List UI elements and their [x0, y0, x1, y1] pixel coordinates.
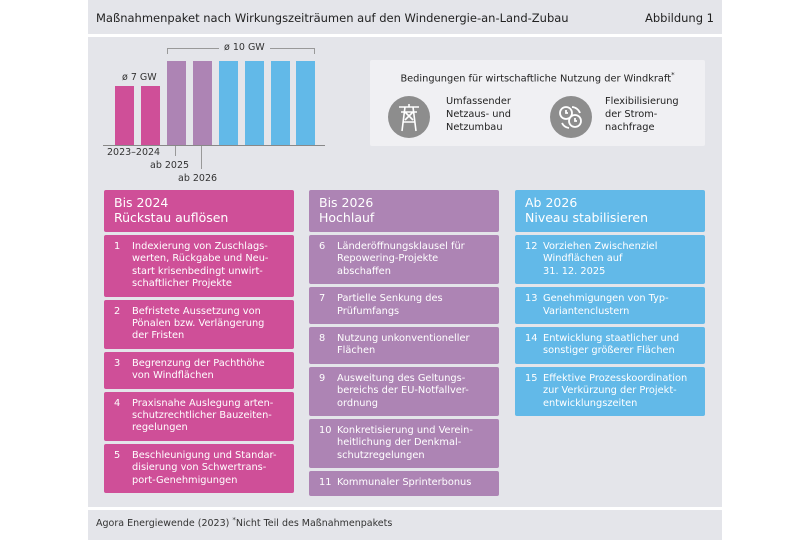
measure-item: 15 Effektive Prozesskoordination zur Verk…	[515, 366, 705, 417]
bar	[219, 61, 238, 145]
measure-number: 6	[319, 241, 326, 252]
divider	[88, 34, 722, 37]
measure-text: Effektive Prozesskoordination zur Verkür…	[543, 372, 688, 409]
measure-text: Genehmigungen von Typ- Variantenclustern	[543, 293, 669, 317]
measure-text: Begrenzung der Pachthöhe von Windflächen	[132, 357, 265, 382]
bar	[245, 61, 264, 145]
conditions-title: Bedingungen für wirtschaftliche Nutzung …	[400, 73, 672, 85]
bar-label-high: ø 10 GW	[219, 42, 270, 53]
measure-text: Entwicklung staatlicher und sonstiger gr…	[543, 333, 680, 357]
measure-item: 3 Begrenzung der Pachthöhe von Windfläche…	[104, 351, 294, 389]
clocks-cycle-icon	[550, 96, 592, 138]
axis-baseline	[103, 145, 325, 146]
column-title: Bis 2024	[114, 195, 169, 210]
measure-item: 5 Beschleunigung und Standar- disierung v…	[104, 443, 294, 494]
column-subtitle: Hochlauf	[319, 210, 375, 225]
bar	[141, 86, 160, 145]
bar	[193, 61, 212, 145]
measure-number: 4	[114, 397, 121, 409]
column-purple: Bis 2026 Hochlauf 6 Länderöffnungsklausel f…	[309, 190, 499, 496]
measure-item: 13 Genehmigungen von Typ- Variantencluste…	[515, 287, 705, 325]
power-pylon-icon	[388, 96, 430, 138]
measure-text: Ausweitung des Geltungs- bereichs der EU…	[337, 372, 469, 409]
measure-item: 12 Vorziehen Zwischenziel Windflächen auf…	[515, 235, 705, 285]
measure-number: 12	[525, 241, 538, 252]
measure-number: 14	[525, 333, 538, 345]
measure-number: 11	[319, 477, 332, 489]
bar	[271, 61, 290, 145]
column-blue: Ab 2026 Niveau stabilisieren 12 Vorziehen Z…	[515, 190, 705, 417]
measure-item: 6 Länderöffnungsklausel für Repowering-Pr…	[309, 235, 499, 285]
measure-number: 10	[319, 425, 332, 437]
footnote-mark: *	[232, 516, 236, 524]
bar-label-low: ø 7 GW	[122, 72, 157, 83]
column-header: Bis 2024 Rückstau auflösen	[104, 190, 294, 232]
measure-number: 7	[319, 293, 326, 305]
measure-number: 15	[525, 372, 538, 384]
column-header: Ab 2026 Niveau stabilisieren	[515, 190, 705, 232]
divider	[88, 507, 722, 510]
column-subtitle: Rückstau auflösen	[114, 210, 229, 225]
measure-text: Konkretisierung und Verein- heitlichung …	[337, 425, 473, 461]
x-label: 2023–2024	[107, 147, 161, 158]
column-subtitle: Niveau stabilisieren	[525, 210, 649, 225]
footer: Agora Energiewende (2023) *Nicht Teil de…	[96, 516, 392, 529]
figure-number: Abbildung 1	[644, 11, 714, 25]
measure-text: Vorziehen Zwischenziel Windflächen auf 3…	[543, 241, 658, 277]
conditions-box: Bedingungen für wirtschaftliche Nutzung …	[370, 60, 705, 146]
measure-text: Partielle Senkung des Prüfumfangs	[337, 293, 443, 317]
measure-item: 1 Indexierung von Zuschlags- werten, Rück…	[104, 235, 294, 297]
measure-text: Nutzung unkonventioneller Flächen	[337, 333, 470, 357]
bar	[115, 86, 134, 145]
source: Agora Energiewende (2023)	[96, 518, 230, 530]
measure-number: 1	[114, 241, 121, 252]
column-title: Bis 2026	[319, 195, 374, 210]
measure-text: Indexierung von Zuschlags- werten, Rückg…	[132, 241, 269, 290]
measure-text: Praxisnahe Auslegung arten- schutzrechtl…	[132, 397, 274, 434]
measure-item: 11 Kommunaler Sprinterbonus	[309, 471, 499, 496]
column-pink: Bis 2024 Rückstau auflösen 1 Indexierung vo…	[104, 190, 294, 494]
measure-number: 13	[525, 293, 538, 305]
footnote-mark: *	[671, 71, 675, 79]
column-title: Ab 2026	[525, 195, 578, 210]
column-header: Bis 2026 Hochlauf	[309, 190, 499, 232]
measure-number: 2	[114, 305, 121, 317]
infographic: Maßnahmenpaket nach Wirkungszeiträumen a…	[88, 0, 722, 540]
measure-item: 7 Partielle Senkung des Prüfumfangs	[309, 287, 499, 325]
measure-text: Länderöffnungsklausel für Repowering-Pro…	[337, 241, 465, 277]
measure-item: 10 Konkretisierung und Verein- heitlichun…	[309, 419, 499, 469]
condition-grid-text: Umfassender Netzaus- und Netzumbau	[446, 96, 511, 133]
condition-demand-text: Flexibilisierung der Strom- nachfrage	[605, 96, 679, 133]
footnote: Nicht Teil des Maßnahmenpakets	[235, 518, 393, 530]
measure-item: 2 Befristete Aussetzung von Pönalen bzw. …	[104, 299, 294, 349]
bar	[296, 61, 315, 145]
measure-text: Beschleunigung und Standar- disierung vo…	[132, 449, 277, 486]
measure-item: 14 Entwicklung staatlicher und sonstiger …	[515, 327, 705, 364]
figure-title: Maßnahmenpaket nach Wirkungszeiträumen a…	[96, 11, 569, 25]
measure-text: Befristete Aussetzung von Pönalen bzw. V…	[132, 305, 265, 342]
measure-number: 3	[114, 357, 121, 369]
measure-item: 8 Nutzung unkonventioneller Flächen	[309, 327, 499, 364]
tick	[201, 146, 202, 169]
measure-number: 5	[114, 449, 121, 461]
measure-item: 4 Praxisnahe Auslegung arten- schutzrecht…	[104, 391, 294, 441]
measure-number: 8	[319, 333, 326, 345]
measure-item: 9 Ausweitung des Geltungs- bereichs der E…	[309, 366, 499, 417]
x-label: ab 2026	[178, 173, 218, 184]
measure-text: Kommunaler Sprinterbonus	[337, 477, 472, 489]
bar	[167, 61, 186, 145]
tick	[175, 146, 176, 156]
x-label: ab 2025	[150, 160, 190, 171]
measure-number: 9	[319, 372, 326, 384]
